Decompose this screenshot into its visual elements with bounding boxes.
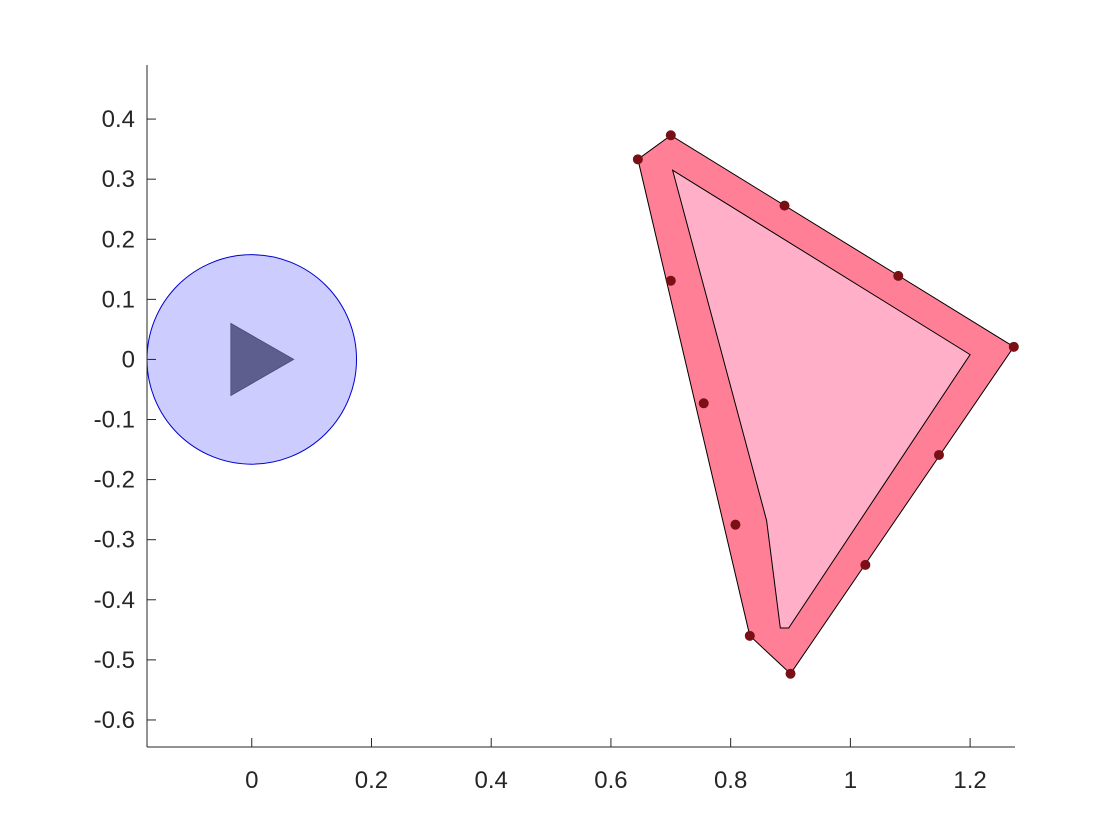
axes: 0 0.2 0.4 0.6 0.8 1 1.2 0.4 0.3 0.2 0.1 0 -0.1 -0.2 -0… (94, 65, 1015, 794)
data-point (933, 449, 944, 460)
y-tick-label: -0.6 (94, 707, 135, 734)
y-tick-label: 0.4 (102, 106, 135, 133)
data-point (632, 154, 643, 165)
y-tick-label: 0.1 (102, 286, 135, 313)
data-point (779, 200, 790, 211)
y-tick-label: -0.5 (94, 647, 135, 674)
data-point (665, 130, 676, 141)
y-tick-label: -0.4 (94, 587, 135, 614)
x-tick-label: 0.4 (475, 767, 508, 794)
y-tick-label: -0.2 (94, 467, 135, 494)
data-point (730, 519, 741, 530)
inner-polygon (671, 169, 971, 629)
x-tick-label: 0.6 (594, 767, 627, 794)
y-tick-label: -0.3 (94, 527, 135, 554)
y-tick-label: 0 (122, 346, 135, 373)
data-point (698, 398, 709, 409)
shapes-layer (146, 134, 1015, 675)
x-tick-label: 0.8 (714, 767, 747, 794)
x-tick-label: 1 (844, 767, 857, 794)
triangle-marker (230, 322, 295, 397)
y-tick-label: 0.2 (102, 226, 135, 253)
data-point (744, 630, 755, 641)
data-point (860, 559, 871, 570)
y-tick-label: -0.1 (94, 407, 135, 434)
data-point (785, 668, 796, 679)
x-tick-label: 1.2 (953, 767, 986, 794)
data-point (665, 275, 676, 286)
x-tick-label: 0.2 (355, 767, 388, 794)
data-point (893, 270, 904, 281)
points-layer (632, 130, 1019, 679)
y-tick-label: 0.3 (102, 166, 135, 193)
data-point (1008, 341, 1019, 352)
x-tick-label: 0 (245, 767, 258, 794)
